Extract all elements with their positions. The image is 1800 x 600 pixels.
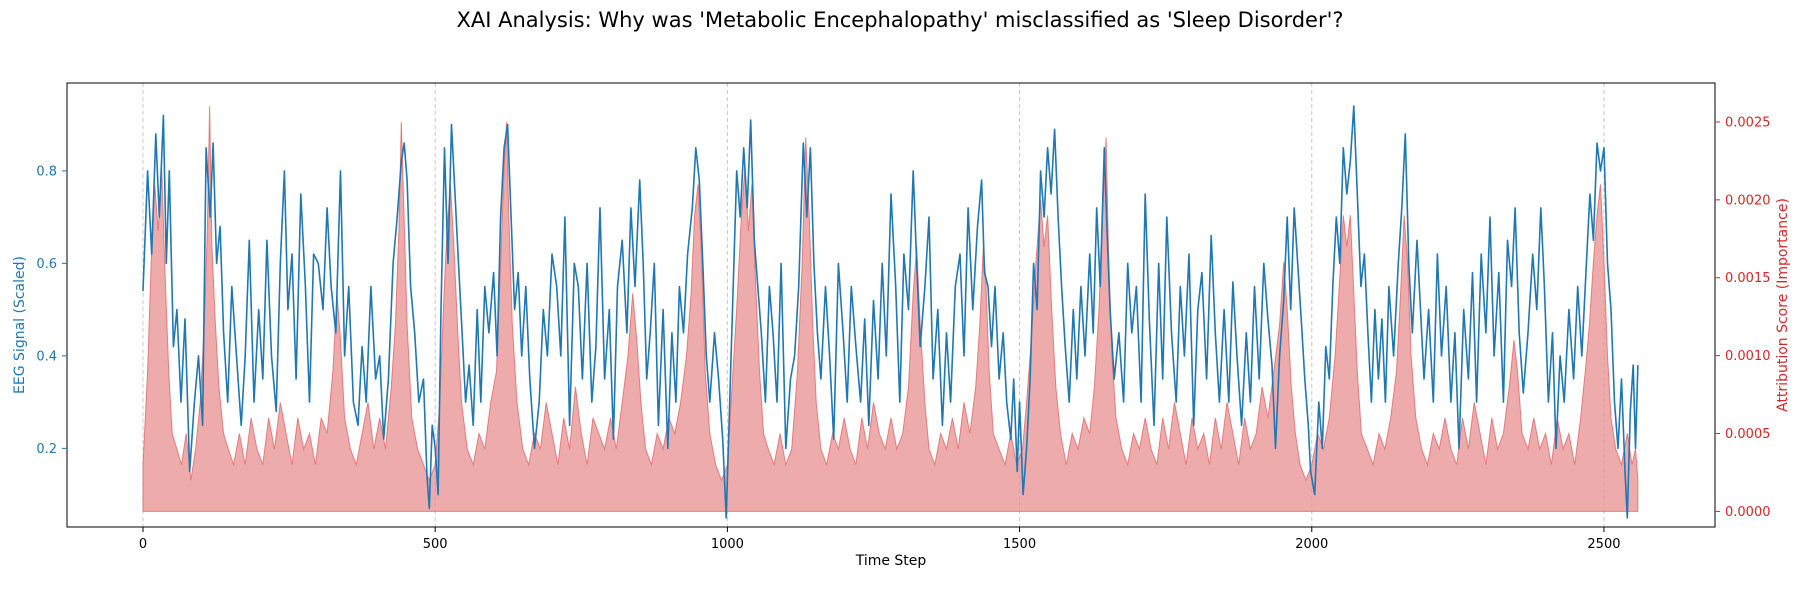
y-left-tick-label: 0.2: [36, 442, 57, 457]
x-tick-label: 2500: [1587, 537, 1620, 552]
y-left-tick-label: 0.4: [36, 349, 57, 364]
chart-title: XAI Analysis: Why was 'Metabolic Encepha…: [456, 8, 1343, 32]
eeg-signal-line: [142, 105, 1639, 519]
y-left-tick-label: 0.6: [36, 257, 57, 272]
x-tick-label: 0: [139, 537, 147, 552]
y-left-axis-label: EEG Signal (Scaled): [12, 256, 28, 394]
y-right-tick-label: 0.0010: [1725, 349, 1771, 364]
y-right-axis-label: Attribution Score (Importance): [1775, 198, 1791, 412]
x-tick-label: 500: [423, 537, 448, 552]
x-tick-label: 1000: [711, 537, 744, 552]
y-right-tick-label: 0.0025: [1725, 115, 1771, 130]
y-right-tick-label: 0.0005: [1725, 427, 1771, 442]
plot-frame: [66, 82, 1716, 528]
y-right-tick-label: 0.0020: [1725, 193, 1771, 208]
x-tick-label: 2000: [1295, 537, 1328, 552]
x-tick-label: 1500: [1003, 537, 1036, 552]
y-left-tick-label: 0.8: [36, 164, 57, 179]
x-axis-label: Time Step: [855, 553, 927, 569]
attribution-area: [142, 106, 1639, 512]
y-right-tick-label: 0.0015: [1725, 271, 1771, 286]
plot-area: 0 500 1000 1500 2000 2500 0.2 0.4 0.6 0.8 0.0000 0.…: [36, 82, 1771, 552]
y-right-tick-label: 0.0000: [1725, 505, 1771, 520]
